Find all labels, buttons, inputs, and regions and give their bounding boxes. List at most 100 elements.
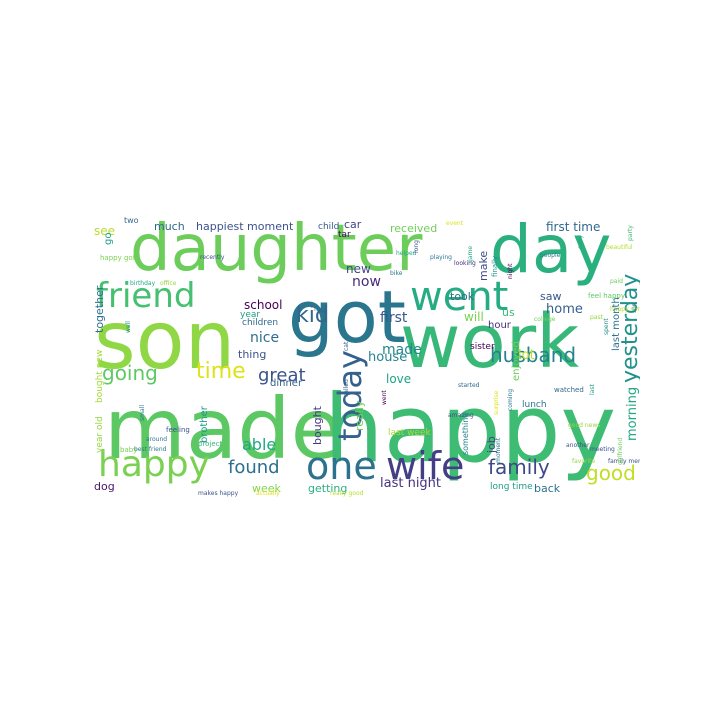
word: best friend (134, 446, 167, 453)
word: around (146, 436, 168, 443)
word: brother (199, 406, 210, 443)
word: lunch (522, 400, 547, 410)
word: playing (430, 254, 452, 261)
word: girlfriend (617, 437, 624, 465)
word: bought new (95, 349, 105, 403)
word: coming (507, 388, 514, 411)
word: wife (386, 444, 465, 488)
word: now (352, 274, 381, 290)
word: son (94, 294, 236, 387)
word: moment (495, 437, 502, 463)
word: past (590, 314, 603, 321)
word: amazing (448, 412, 474, 419)
word: tar (338, 230, 351, 240)
word: something (461, 412, 470, 455)
word: spent (603, 318, 610, 335)
word: thing (238, 348, 267, 361)
word: long time (490, 482, 533, 492)
word: enjoyed (511, 341, 522, 381)
word: year (240, 310, 261, 320)
word: helped (396, 250, 417, 257)
word: friend (96, 276, 196, 316)
word: really good (330, 490, 364, 497)
word: started (458, 382, 480, 389)
word: dinner (270, 378, 303, 389)
word: happy (98, 444, 210, 485)
word: bike (390, 270, 403, 277)
word: happy son (610, 306, 640, 313)
word: game (467, 245, 474, 263)
word: went (410, 274, 509, 320)
word: love (386, 372, 412, 386)
word: work (400, 299, 580, 385)
word: long (413, 240, 420, 253)
word: project (198, 440, 223, 448)
word: new (346, 262, 371, 276)
word: lot (518, 348, 535, 363)
word: event (446, 220, 464, 227)
word: makes happy (198, 490, 239, 497)
word: home (546, 302, 583, 317)
word: nice (250, 330, 280, 346)
word: see (94, 224, 116, 238)
word: dog (94, 480, 115, 493)
word: made (104, 380, 343, 478)
word: children (242, 318, 279, 328)
word: college (534, 316, 556, 323)
word: last (589, 384, 596, 395)
word: easy (577, 234, 584, 249)
word: back (534, 482, 561, 495)
word: much (154, 220, 185, 233)
word: office (160, 280, 177, 287)
word: going (102, 361, 158, 385)
word: food (314, 306, 328, 313)
word: feeling (166, 426, 190, 434)
word: well (125, 321, 132, 333)
word: one (306, 444, 377, 488)
word: actually (256, 490, 280, 497)
word: last month (611, 297, 622, 351)
word: made (382, 342, 422, 358)
word: school (244, 298, 283, 312)
word: sister (470, 342, 495, 352)
word: house (368, 350, 408, 365)
word: year old (95, 416, 105, 453)
word: will (464, 310, 484, 324)
word: husband (490, 343, 577, 367)
word: people (540, 252, 561, 259)
word: looking (454, 260, 476, 267)
word: two (124, 216, 139, 225)
word: really (353, 400, 366, 431)
word: birthday (130, 280, 156, 287)
word: small (139, 405, 146, 421)
word: paid (610, 278, 623, 285)
word: favorite (572, 458, 596, 465)
word: night (507, 263, 514, 279)
word: meeting (590, 446, 615, 453)
word: happy got (100, 254, 136, 262)
word: happiest moment (196, 220, 294, 233)
word: us (502, 306, 515, 319)
word: got (288, 275, 406, 359)
word: time (196, 359, 246, 384)
word: took (450, 290, 475, 303)
word: together (93, 285, 106, 333)
word: daughter (130, 215, 423, 286)
word: last night (380, 476, 442, 491)
word: good (586, 461, 636, 485)
word: another (566, 442, 590, 449)
word: watched (554, 386, 584, 394)
word: received (390, 222, 438, 235)
word: day (490, 215, 612, 288)
word: yesterday (618, 273, 640, 383)
word: saw (540, 290, 562, 303)
word: went (381, 390, 388, 405)
word: first time (546, 220, 601, 234)
word: family member (608, 458, 640, 465)
word: go (103, 232, 114, 245)
word: kid (296, 303, 329, 328)
word: family (488, 455, 550, 479)
word: feel happy (588, 292, 626, 300)
word: last week (388, 428, 431, 438)
word: beautiful (606, 244, 633, 251)
